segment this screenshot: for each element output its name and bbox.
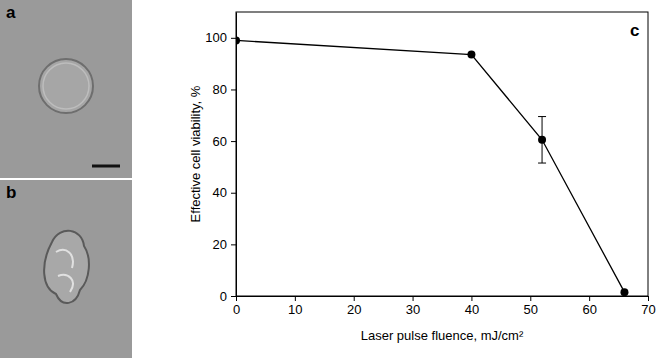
x-tick-mark <box>354 296 355 301</box>
x-tick: 20 <box>347 296 361 317</box>
y-tick-label: 40 <box>213 185 227 200</box>
error-bar-cap <box>538 163 546 164</box>
y-tick-mark <box>231 89 236 90</box>
data-point <box>236 36 240 44</box>
x-tick-mark <box>530 296 531 301</box>
error-bar <box>538 117 546 163</box>
plot-frame <box>236 12 648 296</box>
y-tick: 60 <box>213 134 236 149</box>
y-tick-label: 80 <box>213 82 227 97</box>
micrograph-panel: b <box>0 180 132 358</box>
y-tick: 0 <box>220 289 236 304</box>
y-tick-mark <box>231 296 236 297</box>
data-point <box>620 288 628 296</box>
error-bar-cap <box>538 116 546 117</box>
micrograph-panel: a <box>0 0 132 178</box>
data-point <box>467 51 475 59</box>
y-tick: 20 <box>213 237 236 252</box>
cell-highlight <box>43 63 89 109</box>
y-tick-label: 20 <box>213 237 227 252</box>
scale-bar <box>92 165 120 168</box>
y-tick-mark <box>231 38 236 39</box>
x-tick-label: 20 <box>347 302 361 317</box>
cell <box>44 231 89 303</box>
y-tick-mark <box>231 193 236 194</box>
x-tick-label: 30 <box>406 302 420 317</box>
x-axis-line <box>237 296 649 297</box>
x-tick-mark <box>648 296 649 301</box>
x-tick-mark <box>295 296 296 301</box>
x-tick-label: 60 <box>582 302 596 317</box>
x-axis-title: Laser pulse fluence, mJ/cm² <box>361 328 524 343</box>
x-tick-mark <box>236 296 237 301</box>
x-tick: 70 <box>641 296 655 317</box>
y-tick-mark <box>231 141 236 142</box>
cell <box>39 59 93 113</box>
y-tick-label: 60 <box>213 134 227 149</box>
x-tick: 50 <box>524 296 538 317</box>
figure: a b 0 10 20 30 40 50 60 70 0 20 40 60 80 100 Laser pulse… <box>0 0 662 358</box>
x-axis: 0 10 20 30 40 50 60 70 <box>233 296 656 317</box>
y-tick: 40 <box>213 185 236 200</box>
y-tick-label: 0 <box>220 289 227 304</box>
x-tick: 10 <box>288 296 302 317</box>
y-axis-title: Effective cell viability, % <box>188 85 203 222</box>
x-tick: 0 <box>233 296 240 317</box>
panel-label: a <box>6 3 16 22</box>
cell-fold <box>56 250 73 292</box>
micrograph-background <box>0 0 132 178</box>
data-line <box>236 40 624 292</box>
x-tick: 60 <box>582 296 596 317</box>
panel-label: c <box>630 21 639 40</box>
x-tick: 30 <box>406 296 420 317</box>
x-tick-mark <box>589 296 590 301</box>
data-point <box>538 136 546 144</box>
x-tick-mark <box>413 296 414 301</box>
x-tick-label: 70 <box>641 302 655 317</box>
panel-label: b <box>6 183 16 202</box>
x-tick-label: 10 <box>288 302 302 317</box>
x-tick-label: 50 <box>524 302 538 317</box>
micrograph-background <box>0 180 132 358</box>
plot-area <box>236 36 628 296</box>
y-tick: 100 <box>205 30 236 45</box>
x-tick: 40 <box>465 296 479 317</box>
x-tick-mark <box>471 296 472 301</box>
y-tick-label: 100 <box>205 30 227 45</box>
x-tick-label: 0 <box>233 302 240 317</box>
y-axis: 0 20 40 60 80 100 <box>205 13 236 304</box>
y-axis-line <box>236 13 237 297</box>
y-tick-mark <box>231 244 236 245</box>
x-tick-label: 40 <box>465 302 479 317</box>
y-tick: 80 <box>213 82 236 97</box>
